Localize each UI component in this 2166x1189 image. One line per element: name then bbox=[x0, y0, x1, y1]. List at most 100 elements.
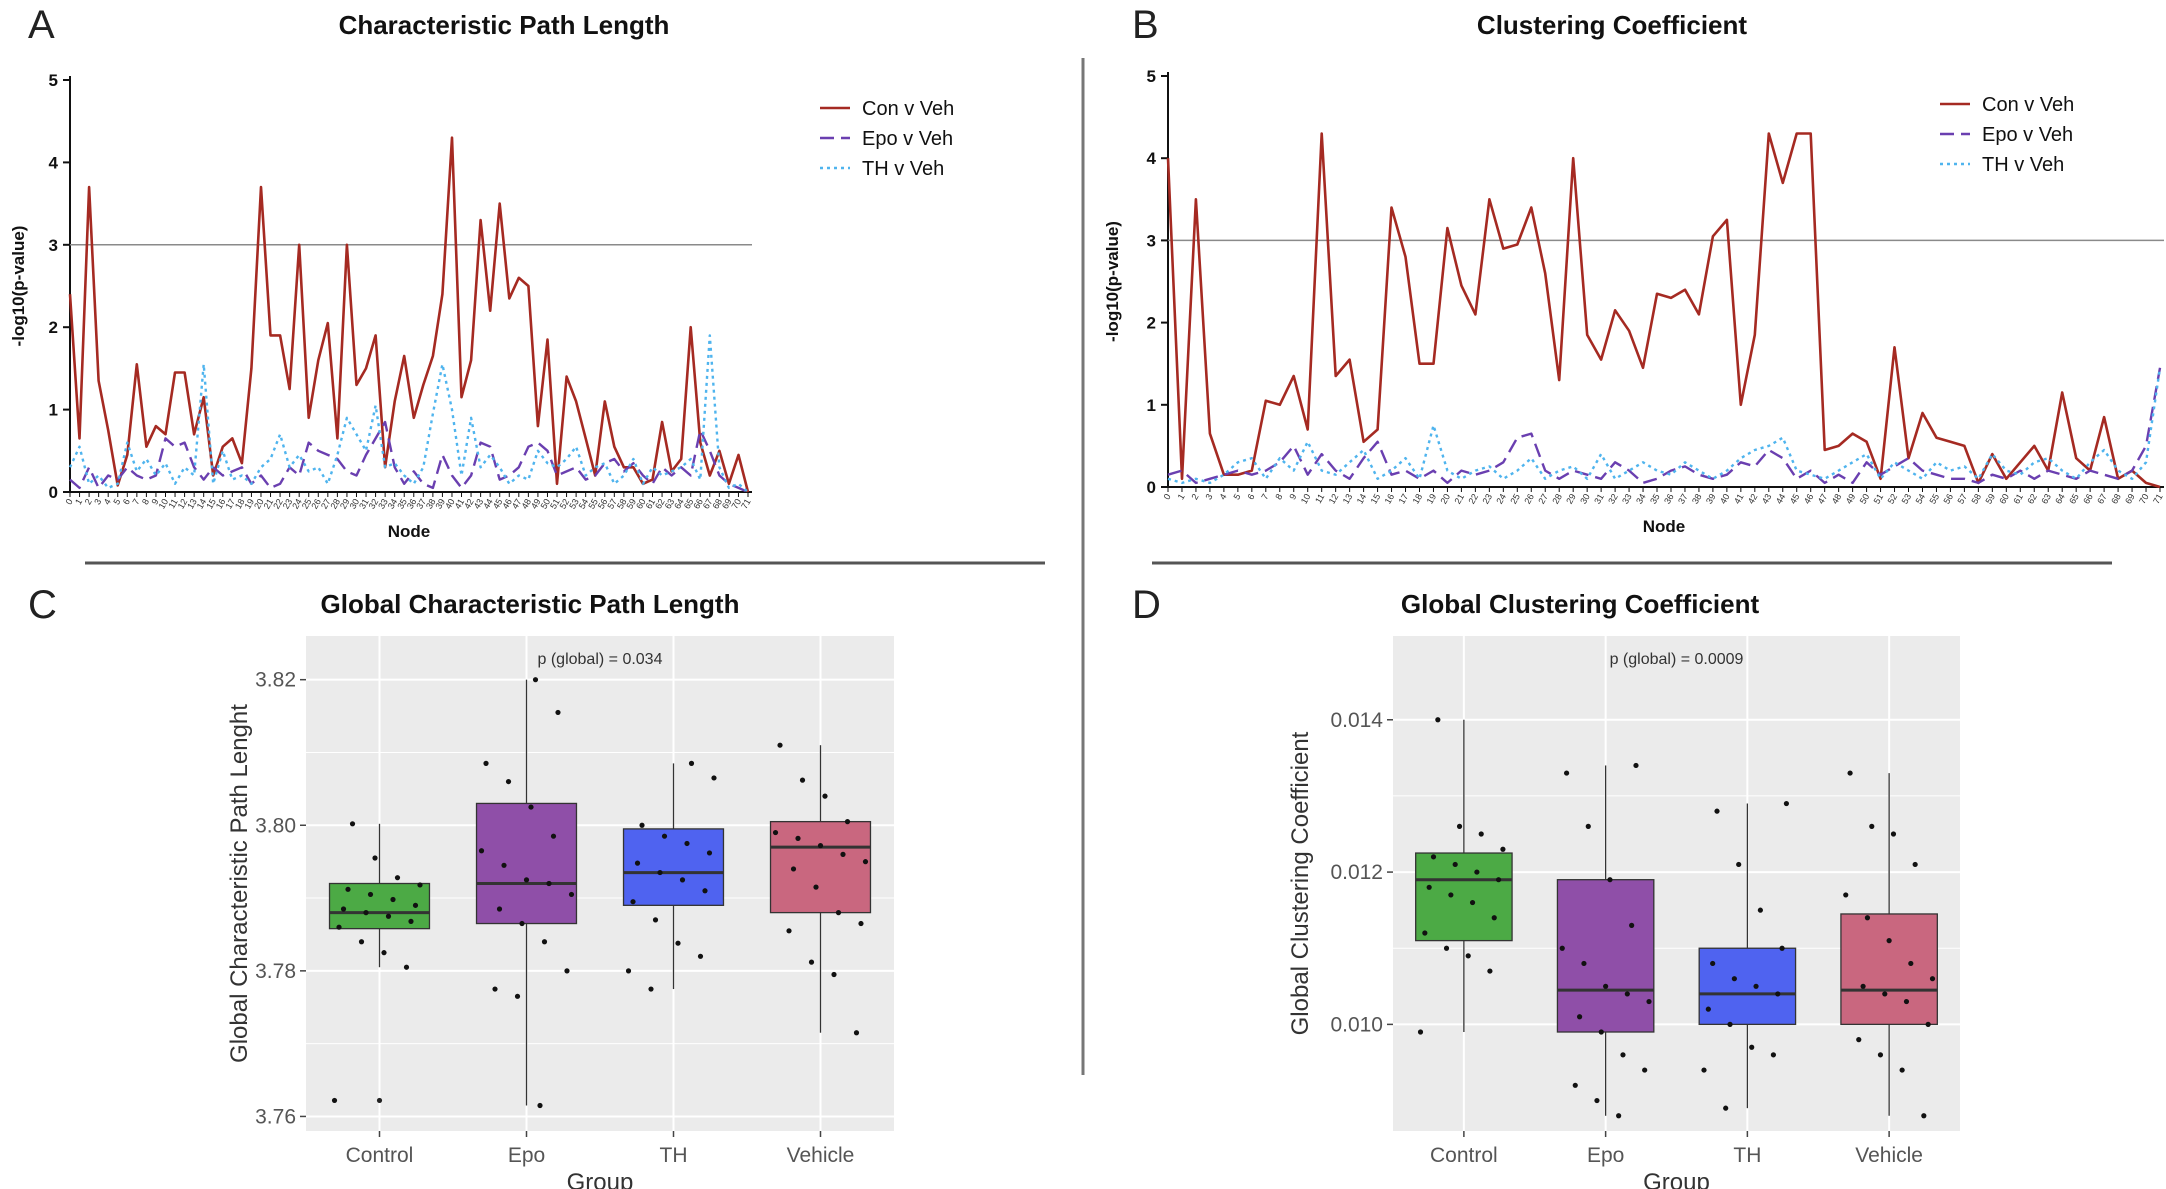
x-tick-label: 26 bbox=[309, 497, 323, 511]
data-point bbox=[417, 882, 423, 888]
box-th bbox=[622, 828, 725, 906]
x-tick-label: 18 bbox=[1411, 492, 1425, 506]
x-tick-label: 9 bbox=[1287, 492, 1298, 501]
data-point bbox=[1710, 960, 1716, 967]
y-tick-label: 3.78 bbox=[255, 960, 296, 983]
x-tick-label: 62 bbox=[653, 497, 667, 511]
data-point bbox=[625, 968, 632, 974]
panel-title-a: Characteristic Path Length bbox=[339, 10, 670, 40]
data-point bbox=[1775, 991, 1781, 997]
x-tick-label: 3 bbox=[1203, 492, 1214, 501]
legend-label: Con v Veh bbox=[1982, 94, 2074, 116]
series-line-2 bbox=[69, 420, 749, 494]
data-point bbox=[1598, 1029, 1604, 1035]
data-point bbox=[408, 918, 414, 924]
x-tick-label: 36 bbox=[405, 497, 419, 511]
data-point bbox=[412, 902, 419, 908]
data-point bbox=[358, 939, 365, 945]
x-tick-label: 1 bbox=[73, 497, 84, 506]
data-point bbox=[639, 822, 645, 828]
x-tick-label: 15 bbox=[204, 497, 218, 511]
data-point bbox=[336, 924, 342, 930]
x-tick-label: 37 bbox=[1676, 492, 1690, 506]
global-p-annotation: p (global) = 0.034 bbox=[538, 651, 663, 668]
x-tick-label: 38 bbox=[424, 497, 438, 511]
x-tick-label: 11 bbox=[1313, 492, 1326, 505]
y-tick-label: 4 bbox=[49, 153, 59, 172]
data-point bbox=[862, 859, 869, 865]
y-tick-label: 1 bbox=[1147, 396, 1156, 415]
data-point bbox=[1925, 1021, 1931, 1027]
x-tick-label: Control bbox=[1430, 1144, 1498, 1167]
data-point bbox=[1563, 770, 1570, 776]
x-tick-label: 14 bbox=[1355, 492, 1369, 506]
x-tick-label: 39 bbox=[433, 497, 447, 511]
data-point bbox=[634, 860, 641, 866]
y-axis-label: Global Clustering Coefficient bbox=[1287, 731, 1314, 1035]
legend-label: TH v Veh bbox=[862, 158, 944, 180]
x-tick-label: 12 bbox=[1327, 492, 1341, 506]
data-point bbox=[1882, 991, 1888, 997]
x-tick-label: TH bbox=[660, 1144, 688, 1167]
x-tick-label: 27 bbox=[319, 497, 333, 511]
x-tick-label: 16 bbox=[214, 497, 228, 511]
x-tick-label: 49 bbox=[1844, 492, 1858, 506]
x-tick-label: 24 bbox=[1494, 492, 1508, 506]
panel-letter-b: B bbox=[1132, 3, 1159, 47]
x-tick-label: Vehicle bbox=[787, 1144, 855, 1167]
x-tick-label: 40 bbox=[443, 497, 457, 511]
x-tick-label: 20 bbox=[252, 497, 266, 511]
x-tick-label: 54 bbox=[1914, 492, 1928, 506]
data-point bbox=[564, 968, 570, 974]
x-tick-label: Epo bbox=[1587, 1144, 1624, 1167]
data-point bbox=[505, 778, 512, 785]
x-tick-label: 32 bbox=[1606, 492, 1620, 506]
x-tick-label: 13 bbox=[185, 497, 199, 511]
data-point bbox=[706, 850, 713, 856]
data-point bbox=[711, 775, 717, 781]
y-tick-label: 1 bbox=[49, 401, 58, 420]
data-point bbox=[1921, 1113, 1927, 1119]
x-tick-label: 5 bbox=[1231, 492, 1242, 501]
data-point bbox=[1899, 1067, 1905, 1073]
data-point bbox=[1908, 960, 1914, 967]
x-tick-label: 10 bbox=[1299, 492, 1313, 506]
x-tick-label: 69 bbox=[720, 497, 734, 511]
x-tick-label: 29 bbox=[338, 497, 352, 511]
data-point bbox=[1890, 831, 1897, 837]
data-point bbox=[1856, 1037, 1862, 1043]
x-tick-label: 4 bbox=[102, 497, 113, 506]
data-point bbox=[1929, 976, 1936, 982]
x-tick-label: 71 bbox=[739, 497, 753, 511]
data-point bbox=[1843, 892, 1849, 898]
x-tick-label: 23 bbox=[1480, 492, 1494, 506]
series-line-2 bbox=[1167, 367, 2162, 485]
data-point bbox=[688, 760, 695, 766]
data-point bbox=[1633, 762, 1639, 769]
x-tick-label: 63 bbox=[663, 497, 677, 511]
x-tick-label: 20 bbox=[1439, 492, 1453, 506]
data-point bbox=[340, 906, 347, 912]
data-point bbox=[1465, 953, 1471, 959]
x-tick-label: 67 bbox=[2095, 492, 2109, 506]
x-tick-label: 68 bbox=[710, 497, 724, 511]
data-point bbox=[523, 877, 530, 883]
data-point bbox=[1770, 1052, 1777, 1058]
x-tick-label: 66 bbox=[691, 497, 705, 511]
box-vehicle bbox=[1840, 913, 1938, 1026]
x-tick-label: 8 bbox=[140, 497, 151, 506]
x-tick-label: TH bbox=[1733, 1144, 1761, 1167]
chart-a: 0123450123456789101112131415161718192021… bbox=[9, 71, 954, 541]
data-point bbox=[1495, 877, 1502, 883]
x-tick-label: 30 bbox=[348, 497, 362, 511]
x-tick-label: 48 bbox=[519, 497, 533, 511]
panel-title-b: Clustering Coefficient bbox=[1477, 10, 1747, 40]
data-point bbox=[661, 833, 668, 839]
data-point bbox=[1585, 823, 1591, 829]
x-tick-label: 54 bbox=[577, 497, 591, 511]
x-tick-label: 36 bbox=[1662, 492, 1676, 506]
x-tick-label: 15 bbox=[1369, 492, 1383, 506]
x-tick-label: 25 bbox=[300, 497, 314, 511]
y-tick-label: 4 bbox=[1147, 149, 1157, 168]
x-tick-label: 65 bbox=[682, 497, 696, 511]
